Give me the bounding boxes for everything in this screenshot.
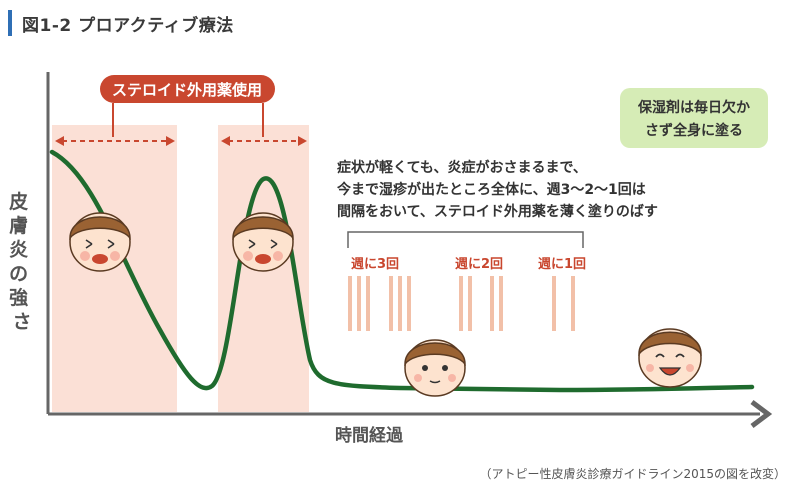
y-axis-char-5: 強 — [9, 287, 28, 309]
y-axis-label: 皮 膚 炎 の 強 さ — [9, 190, 35, 333]
happy-child-icon — [638, 328, 702, 388]
title-block: 図1-2 プロアクティブ療法 — [8, 10, 234, 36]
moisturizer-note-line1: 保湿剤は毎日欠か — [637, 99, 750, 116]
crying-child-icon-1 — [69, 212, 131, 272]
steroid-zone-1 — [52, 125, 177, 412]
crying-child-icon-2 — [232, 212, 294, 272]
moisturizer-note — [620, 88, 768, 148]
description-line2: 今まで湿疹が出たところ全体に、週3〜2〜1回は — [336, 181, 646, 198]
arrowhead-right-2 — [298, 136, 307, 146]
frequency-bracket — [347, 231, 584, 248]
description-line1: 症状が軽くても、炎症がおさまるまで、 — [337, 159, 587, 176]
arrowhead-left-2 — [221, 136, 230, 146]
title-accent-bar — [8, 10, 12, 36]
y-axis-char-4: の — [9, 263, 28, 285]
svg-text:皮 膚 炎 の: 皮 膚 炎 の 強 さ — [9, 190, 35, 333]
frequency-label-1: 週に1回 — [538, 257, 586, 272]
y-axis-char-2: 膚 — [9, 214, 28, 237]
figure-title: 図1-2 プロアクティブ療法 — [22, 15, 234, 36]
tally-marks-week1 — [552, 276, 575, 331]
x-axis-arrowhead — [750, 400, 773, 428]
arrowhead-left-1 — [55, 136, 64, 146]
description-line3: 間隔をおいて、ステロイド外用薬を薄く塗りのばす — [337, 203, 658, 220]
frequency-label-2: 週に2回 — [455, 257, 503, 272]
arrowhead-right-1 — [166, 136, 175, 146]
frequency-label-3: 週に3回 — [351, 257, 399, 272]
source-citation: （アトピー性皮膚炎診療ガイドライン2015の図を改変） — [479, 466, 786, 481]
y-axis-char-6: さ — [12, 311, 31, 333]
tally-marks-week3 — [348, 276, 411, 331]
calm-child-icon — [404, 339, 466, 397]
x-axis-label: 時間経過 — [335, 425, 404, 446]
moisturizer-note-line2: さず全身に塗る — [645, 122, 743, 139]
steroid-badge — [100, 75, 275, 103]
severity-curve — [49, 149, 755, 393]
tally-marks-week2 — [459, 276, 503, 331]
y-axis-char-1: 皮 — [9, 190, 28, 213]
steroid-badge-label: ステロイド外用薬使用 — [112, 81, 262, 99]
y-axis-char-3: 炎 — [9, 239, 28, 261]
